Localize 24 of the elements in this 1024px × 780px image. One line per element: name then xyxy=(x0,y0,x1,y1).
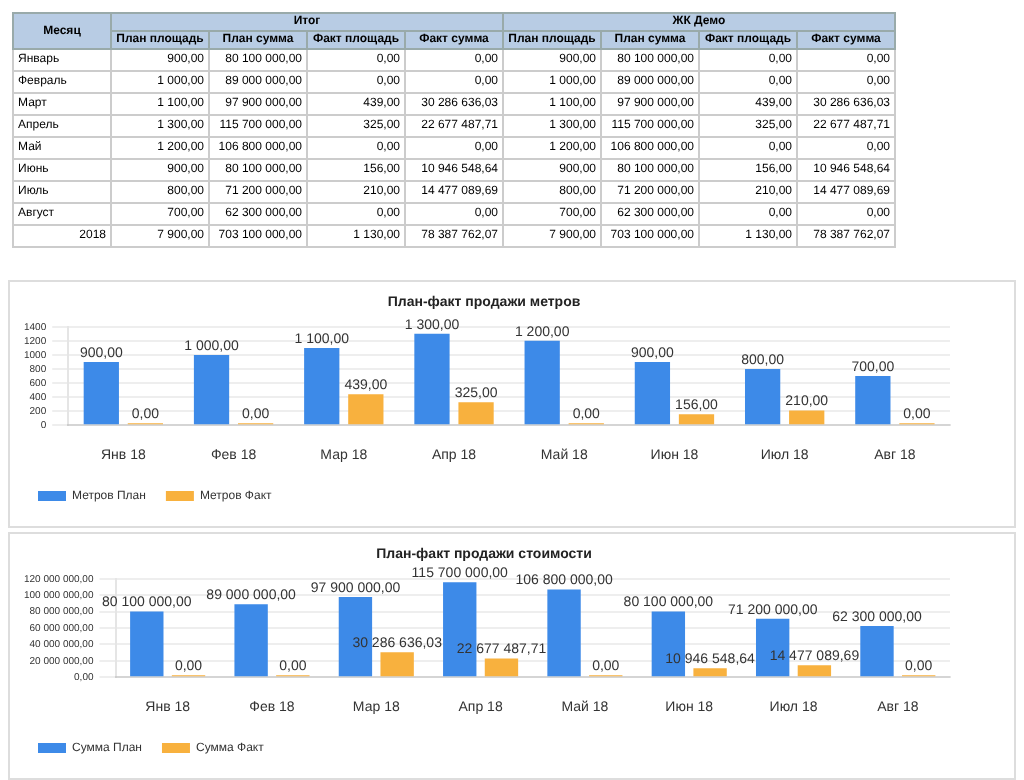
bar xyxy=(634,361,671,425)
bar xyxy=(304,347,340,425)
bar xyxy=(678,414,715,425)
bar xyxy=(524,340,560,425)
bar xyxy=(755,618,790,677)
bar xyxy=(458,402,494,425)
bar xyxy=(234,604,268,677)
bar xyxy=(855,376,891,425)
bar xyxy=(484,658,519,677)
bar xyxy=(789,410,825,425)
bar xyxy=(414,333,450,425)
bar xyxy=(348,394,384,425)
bar xyxy=(338,596,373,677)
bar xyxy=(693,668,727,677)
bar xyxy=(797,665,832,677)
bar xyxy=(860,626,894,677)
bar xyxy=(547,589,581,677)
bar xyxy=(193,354,230,425)
bar xyxy=(651,611,686,677)
bar xyxy=(380,652,414,677)
bar xyxy=(443,582,477,677)
bar xyxy=(83,361,119,425)
bar xyxy=(744,368,781,425)
bar xyxy=(130,611,164,677)
